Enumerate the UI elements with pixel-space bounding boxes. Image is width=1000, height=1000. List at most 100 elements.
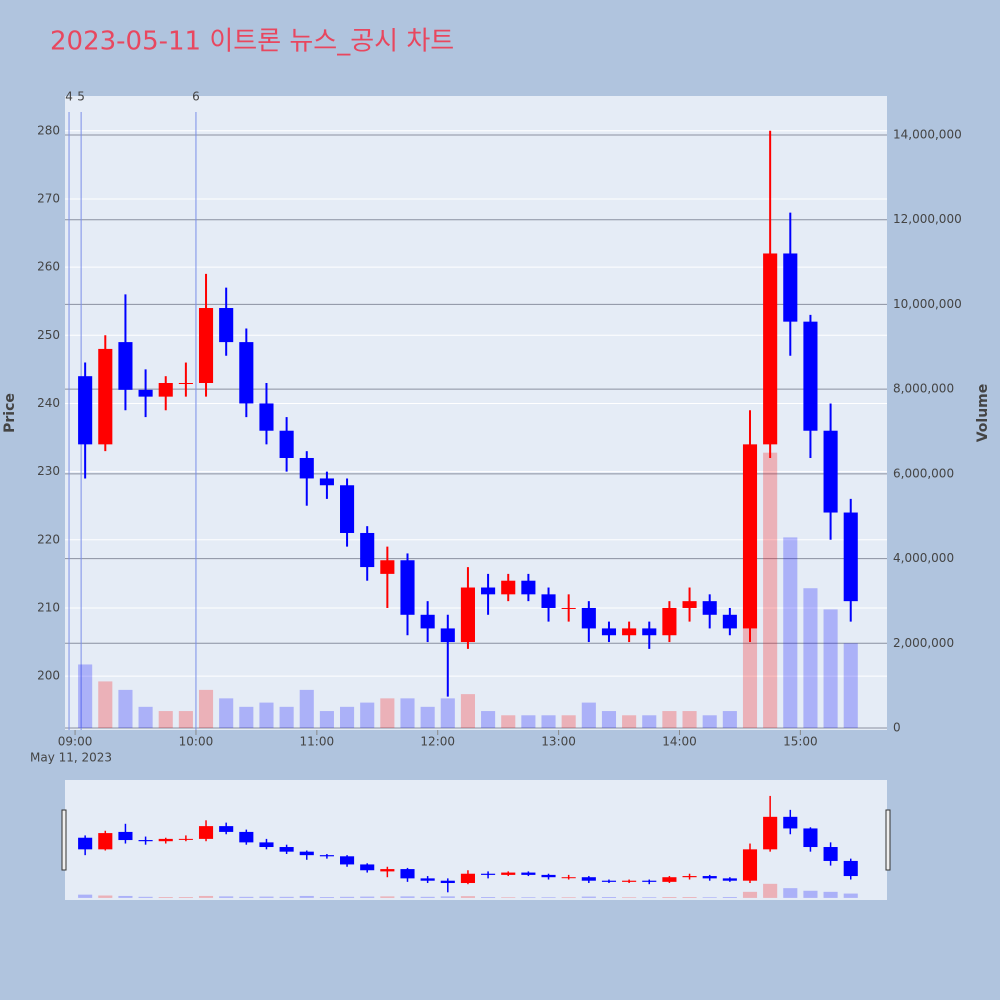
candle-body: [581, 607, 596, 629]
y-tick-label: 240: [37, 396, 60, 410]
slider-volume-bar: [239, 896, 254, 898]
y-tick-label: 270: [37, 191, 60, 205]
slider-volume-bar: [279, 896, 294, 898]
volume-bar: [742, 609, 758, 729]
news-marker-label: 5: [77, 90, 85, 104]
slider-body: [380, 869, 395, 872]
slider-volume-bar: [521, 897, 536, 898]
slider-body: [682, 876, 697, 878]
volume-bar: [682, 711, 697, 729]
slider-volume-bar: [783, 888, 798, 898]
y2-tick-label: 6,000,000: [893, 466, 954, 480]
candle-body: [420, 614, 435, 629]
volume-bar: [501, 715, 516, 729]
volume-bar: [219, 698, 234, 729]
volume-bar: [622, 715, 637, 729]
volume-bar: [259, 702, 274, 729]
volume-bar: [178, 711, 193, 729]
slider-volume-bar: [138, 896, 153, 898]
slider-body: [722, 878, 737, 881]
slider-handle[interactable]: [61, 809, 67, 871]
x-tick-label: 14:00: [662, 735, 697, 749]
y-tick-label: 210: [37, 600, 60, 614]
volume-bar: [319, 711, 334, 729]
candle-body: [299, 457, 314, 479]
candle-body: [742, 444, 758, 629]
y-axis-title: Price: [2, 393, 18, 433]
candle-body: [843, 512, 858, 602]
y2-tick-label: 4,000,000: [893, 551, 954, 565]
candle-body: [138, 389, 153, 397]
slider-body: [541, 874, 556, 878]
candle-body: [481, 587, 496, 595]
candle-body: [561, 607, 576, 609]
y-tick-label: 230: [37, 464, 60, 478]
y2-tick-label: 0: [893, 721, 901, 735]
volume-bar: [662, 711, 677, 729]
slider-volume-bar: [763, 883, 778, 898]
slider-volume-bar: [682, 897, 697, 898]
slider-body: [763, 816, 778, 850]
slider-volume-bar: [360, 896, 375, 898]
slider-handle[interactable]: [885, 809, 891, 871]
candle-body: [98, 348, 113, 445]
volume-bar: [98, 681, 113, 729]
volume-bar: [803, 588, 818, 729]
slider-body: [340, 856, 355, 865]
slider-body: [138, 840, 153, 842]
slider-volume-bar: [420, 896, 435, 898]
candle-body: [219, 308, 234, 343]
slider-volume-bar: [601, 897, 617, 898]
slider-body: [78, 837, 93, 850]
volume-bar: [763, 452, 778, 729]
slider-body: [642, 880, 657, 882]
volume-bar: [642, 715, 657, 729]
slider-body: [178, 838, 193, 840]
slider-body: [420, 878, 435, 881]
volume-bar: [440, 698, 455, 729]
slider-volume-bar: [158, 897, 173, 898]
volume-bar: [460, 694, 475, 729]
slider-body: [279, 847, 294, 852]
candle-body: [158, 383, 173, 397]
slider-volume-bar: [702, 897, 717, 898]
y-tick-label: 280: [37, 123, 60, 137]
volume-bar: [239, 706, 254, 729]
x-tick-label: 12:00: [420, 735, 455, 749]
volume-bar: [299, 689, 314, 729]
y2-tick-label: 2,000,000: [893, 636, 954, 650]
slider-volume-bar: [98, 895, 113, 898]
volume-bar: [581, 702, 596, 729]
candle-body: [239, 342, 254, 404]
candle-body: [662, 607, 677, 636]
candle-body: [400, 560, 415, 615]
slider-volume-bar: [319, 897, 334, 898]
slider-volume-bar: [380, 896, 395, 898]
candle-body: [501, 580, 516, 595]
slider-body: [742, 849, 758, 881]
candle-body: [541, 594, 556, 608]
volume-bar: [521, 715, 536, 729]
candle-body: [440, 628, 455, 643]
x-date-label: May 11, 2023: [30, 751, 112, 765]
slider-body: [299, 851, 314, 856]
candle-body: [803, 321, 818, 431]
y-tick-label: 250: [37, 328, 60, 342]
volume-bar: [380, 698, 395, 729]
slider-body: [521, 872, 536, 875]
slider-volume-bar: [259, 896, 274, 898]
slider-volume-bar: [481, 897, 496, 898]
candle-body: [198, 308, 214, 384]
slider-volume-bar: [219, 896, 234, 898]
slider-volume-bar: [299, 895, 314, 898]
x-tick-label: 13:00: [541, 735, 576, 749]
slider-body: [239, 831, 254, 843]
slider-body: [259, 842, 274, 848]
slider-body: [158, 838, 173, 842]
slider-body: [702, 876, 717, 879]
volume-bar: [400, 698, 415, 729]
volume-bar: [158, 711, 173, 729]
volume-bar: [783, 537, 798, 729]
candle-body: [763, 253, 778, 445]
